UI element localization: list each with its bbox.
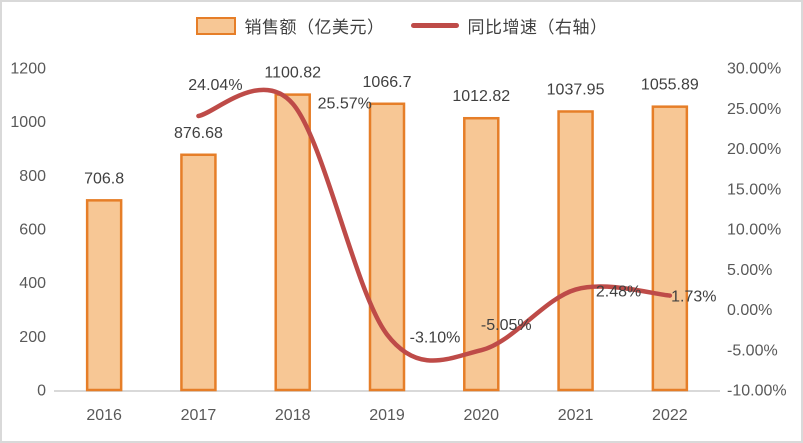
bar-2016 [85,199,123,392]
right-axis-tick-7: 25.00% [727,101,781,118]
right-axis-tick-6: 20.00% [727,141,781,158]
right-axis-tick-0: -10.00% [727,383,787,400]
bar-2022 [651,105,689,392]
legend-label-sales: 销售额（亿美元） [244,18,385,37]
line-series-swatch-icon [410,23,459,28]
right-axis-tick-2: 0.00% [727,302,772,319]
bar-label-2021: 1037.95 [547,81,605,98]
left-axis-tick-600: 600 [19,222,46,239]
bar-2021 [557,110,594,392]
x-axis-label-2017: 2017 [181,407,217,424]
bar-series-swatch-icon [195,16,236,35]
bar-2019 [368,102,406,392]
right-axis-tick-1: -5.00% [727,342,778,359]
bar-label-2022: 1055.89 [641,77,699,94]
growth-line [196,87,673,363]
line-label-2022: 1.73% [671,289,716,306]
line-label-2018: 25.57% [318,96,372,113]
line-label-2021: 2.48% [596,284,641,301]
left-axis-tick-1000: 1000 [10,114,46,131]
x-axis-label-2021: 2021 [558,407,594,424]
right-axis-tick-8: 30.00% [727,61,781,78]
bar-label-2019: 1066.7 [363,74,412,91]
bar-label-2020: 1012.82 [452,88,510,105]
right-axis-tick-5: 15.00% [727,181,781,198]
legend-item-sales: 销售额（亿美元） [195,13,385,38]
bar-2017 [180,153,217,392]
x-axis-label-2019: 2019 [369,407,405,424]
bar-2018 [274,93,311,392]
left-axis-tick-800: 800 [19,168,46,185]
legend: 销售额（亿美元） 同比增速（右轴） [0,13,803,38]
bar-label-2018: 1100.82 [264,65,321,82]
line-label-2019: -3.10% [410,329,461,346]
left-axis-tick-400: 400 [19,275,46,292]
left-axis-tick-1200: 1200 [10,61,46,78]
x-axis-label-2022: 2022 [652,407,688,424]
right-axis-tick-4: 10.00% [727,222,781,239]
line-label-2017: 24.04% [188,77,242,94]
line-label-2020: -5.05% [481,317,532,334]
x-axis-label-2018: 2018 [275,407,311,424]
bar-label-2016: 706.8 [84,170,124,187]
x-axis-label-2020: 2020 [463,407,499,424]
left-axis-tick-200: 200 [19,329,46,346]
left-axis-tick-0: 0 [37,383,46,400]
legend-label-growth: 同比增速（右轴） [467,18,608,37]
x-axis-label-2016: 2016 [86,407,122,424]
right-axis-tick-3: 5.00% [727,262,772,279]
bar-label-2017: 876.68 [174,125,223,142]
legend-item-growth: 同比增速（右轴） [410,13,608,38]
